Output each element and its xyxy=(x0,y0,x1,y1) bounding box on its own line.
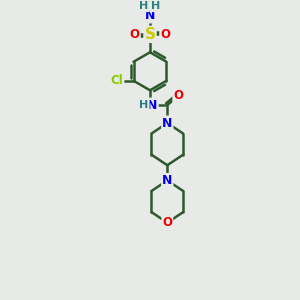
Text: O: O xyxy=(130,28,140,41)
Text: H: H xyxy=(140,100,149,110)
Text: O: O xyxy=(173,89,183,102)
Text: N: N xyxy=(147,99,158,112)
Text: H: H xyxy=(140,1,149,11)
Text: N: N xyxy=(145,10,155,22)
Text: S: S xyxy=(145,27,155,42)
Text: Cl: Cl xyxy=(111,74,123,87)
Text: N: N xyxy=(162,174,172,187)
Text: N: N xyxy=(162,116,172,130)
Text: H: H xyxy=(151,1,160,11)
Text: O: O xyxy=(160,28,170,41)
Text: O: O xyxy=(162,216,172,229)
